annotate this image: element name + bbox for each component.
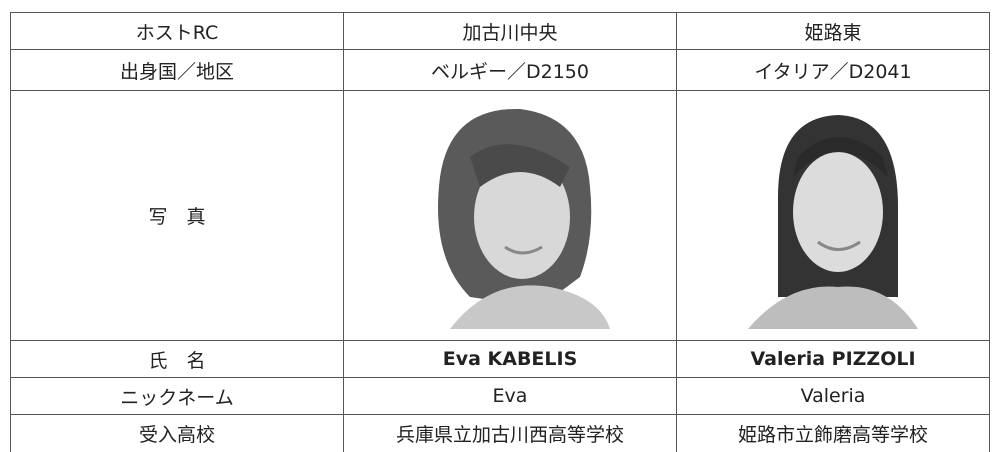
cell: 写 真 — [10, 90, 344, 341]
cell: 姫路東 — [676, 12, 990, 50]
table-row: ホストRC 加古川中央 姫路東 — [10, 12, 990, 50]
photo-cell — [676, 90, 990, 341]
cell: ホストRC — [10, 12, 344, 50]
cell: 兵庫県立加古川西高等学校 — [343, 414, 677, 452]
photo — [748, 115, 918, 329]
photo-cell — [343, 90, 677, 341]
cell: イタリア／D2041 — [676, 49, 990, 91]
cell: 受入高校 — [10, 414, 344, 452]
cell: 氏 名 — [10, 340, 344, 378]
cell: 加古川中央 — [343, 12, 677, 50]
photo — [438, 108, 610, 329]
cell: Eva KABELIS — [343, 340, 677, 378]
cell: Eva — [343, 377, 677, 415]
info-table: ホストRC 加古川中央 姫路東 出身国／地区 ベルギー／D2150 イタリア／D… — [10, 12, 990, 452]
cell: ニックネーム — [10, 377, 344, 415]
cell: Valeria PIZZOLI — [676, 340, 990, 378]
table-row: 写 真 — [10, 90, 990, 341]
table-row: 出身国／地区 ベルギー／D2150 イタリア／D2041 — [10, 49, 990, 91]
cell: 出身国／地区 — [10, 49, 344, 91]
cell: 姫路市立飾磨高等学校 — [676, 414, 990, 452]
cell: ベルギー／D2150 — [343, 49, 677, 91]
cell: Valeria — [676, 377, 990, 415]
table-row: 氏 名 Eva KABELIS Valeria PIZZOLI — [10, 340, 990, 378]
table-row: 受入高校 兵庫県立加古川西高等学校 姫路市立飾磨高等学校 — [10, 414, 990, 452]
table-row: ニックネーム Eva Valeria — [10, 377, 990, 415]
